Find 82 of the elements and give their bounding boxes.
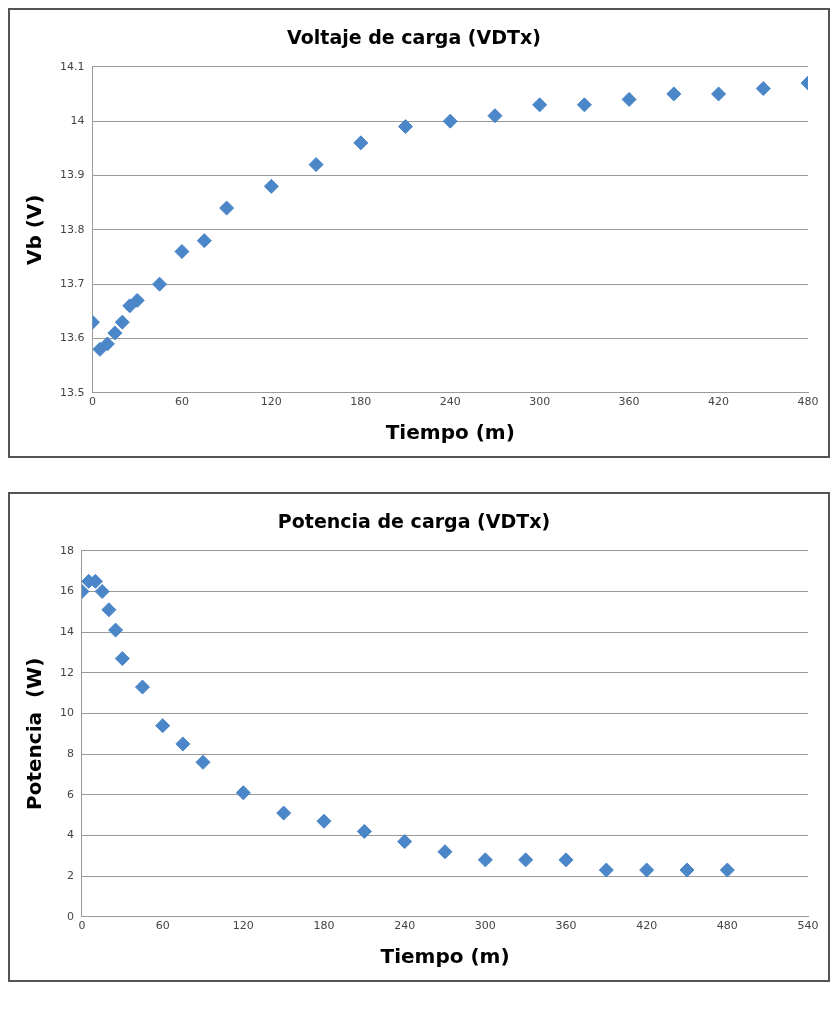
x-tick-label: 420 (636, 919, 658, 933)
point (129, 292, 145, 308)
point (175, 736, 191, 752)
x-tick-label: 0 (88, 395, 96, 409)
x-tick-label: 240 (439, 395, 461, 409)
point (477, 852, 493, 868)
point (135, 679, 150, 695)
x-tick-label: 420 (708, 395, 730, 409)
point (442, 113, 458, 129)
y-tick-label: 10 (60, 706, 74, 720)
point (621, 91, 637, 107)
point (398, 119, 414, 135)
point (639, 862, 655, 878)
y-tick-label: 14.1 (59, 59, 85, 73)
y-tick-label: 13.8 (59, 222, 85, 236)
x-tick-label: 180 (313, 919, 335, 933)
x-axis-title: Tiempo (m) (380, 944, 510, 969)
point (94, 583, 110, 599)
point (397, 834, 413, 850)
point (711, 86, 727, 102)
y-tick-label: 4 (67, 828, 74, 842)
x-tick-label: 120 (260, 395, 282, 409)
x-tick-label: 300 (474, 919, 496, 933)
chart-title: Voltaje de carga (VDTx) (287, 26, 541, 49)
point (101, 602, 117, 618)
point (195, 754, 211, 770)
point (316, 813, 332, 829)
point (155, 718, 171, 734)
y-tick-label: 14 (60, 624, 74, 638)
point (353, 135, 369, 151)
point (107, 325, 123, 341)
point (263, 178, 279, 194)
point (152, 276, 168, 292)
x-tick-label: 360 (555, 919, 577, 933)
y-axis-title: Potencia (W) (22, 657, 47, 810)
point (719, 862, 735, 878)
point (174, 244, 190, 260)
y-tick-label: 2 (67, 868, 74, 882)
point (558, 852, 574, 868)
point (196, 233, 212, 249)
y-tick-label: 16 (60, 584, 74, 598)
point (755, 81, 771, 97)
y-tick-label: 0 (67, 909, 74, 923)
y-axis-title: Vb (V) (22, 194, 47, 266)
x-tick-label: 60 (155, 919, 170, 933)
x-tick-label: 180 (350, 395, 372, 409)
y-tick-label: 12 (60, 665, 74, 679)
y-tick-label: 13.7 (59, 276, 85, 290)
point (576, 97, 592, 113)
point (276, 805, 292, 821)
x-tick-label: 480 (797, 395, 819, 409)
y-tick-label: 18 (60, 543, 74, 557)
point (108, 622, 124, 638)
y-tick-label: 14 (70, 113, 85, 127)
y-tick-label: 6 (67, 787, 74, 801)
x-tick-label: 60 (174, 395, 189, 409)
point (219, 200, 235, 216)
y-tick-label: 13.6 (59, 331, 85, 345)
point (235, 785, 251, 801)
point (666, 86, 682, 102)
y-tick-label: 13.5 (59, 385, 85, 399)
x-tick-label: 540 (797, 919, 819, 933)
point (114, 314, 130, 330)
x-tick-label: 360 (618, 395, 640, 409)
point (114, 651, 130, 667)
x-axis-title: Tiempo (m) (385, 420, 515, 445)
point (679, 862, 695, 878)
x-tick-label: 120 (232, 919, 254, 933)
point (532, 97, 548, 113)
point (437, 844, 453, 860)
x-tick-label: 480 (716, 919, 738, 933)
point (598, 862, 614, 878)
point (487, 108, 503, 124)
x-tick-label: 300 (529, 395, 551, 409)
x-tick-label: 240 (394, 919, 416, 933)
point (99, 336, 115, 352)
point (308, 157, 324, 173)
point (518, 852, 534, 868)
point (356, 823, 372, 839)
chart-title: Potencia de carga (VDTx) (277, 510, 551, 533)
y-tick-label: 13.9 (59, 168, 85, 182)
y-tick-label: 8 (67, 746, 74, 760)
